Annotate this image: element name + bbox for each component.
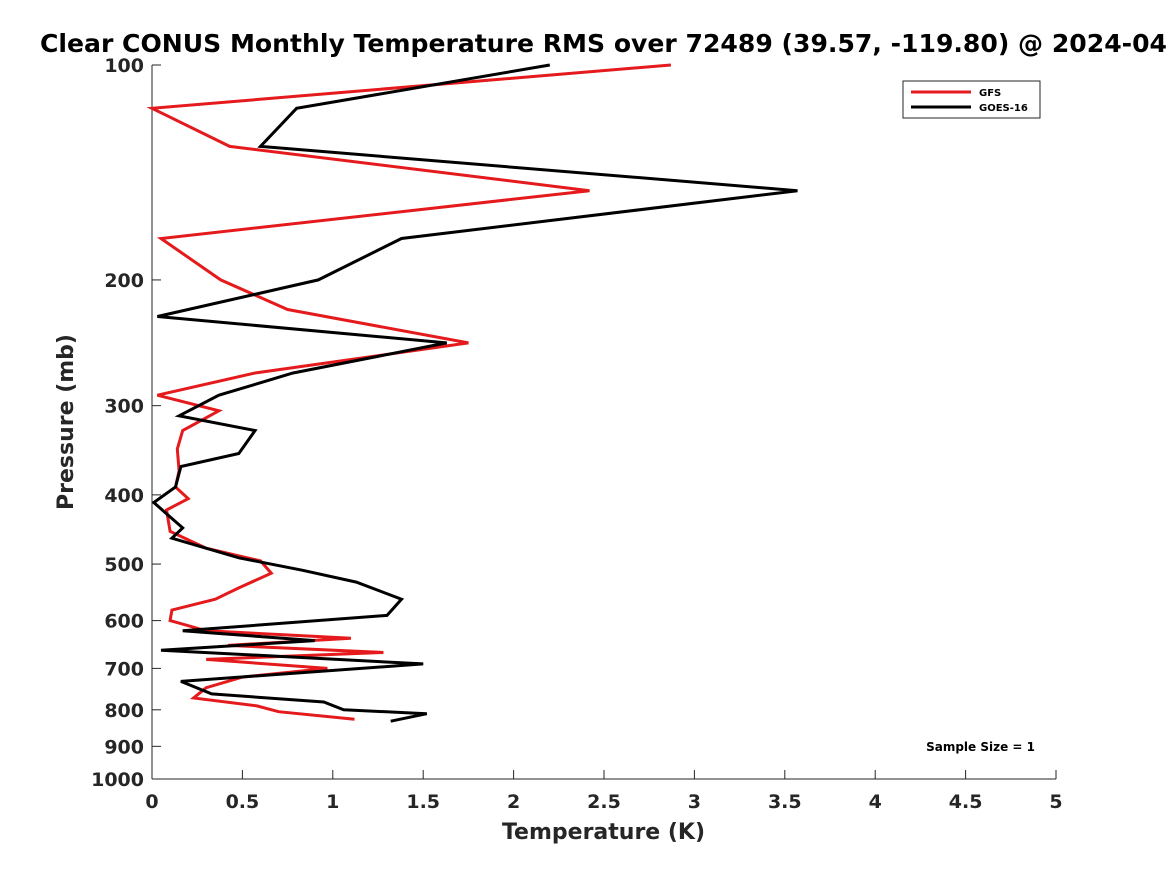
legend-label-gfs: GFS	[979, 88, 1001, 99]
y-tick-label: 500	[104, 554, 144, 576]
x-tick-label: 2	[507, 791, 520, 813]
x-tick-label: 1	[326, 791, 339, 813]
y-tick-label: 600	[104, 611, 144, 633]
series-line-goes-16	[151, 63, 798, 723]
x-tick-label: 0	[145, 791, 158, 813]
x-axis-label: Temperature (K)	[502, 820, 705, 845]
x-tick-label: 1.5	[406, 791, 440, 813]
chart-title: Clear CONUS Monthly Temperature RMS over…	[40, 29, 1167, 58]
legend-label-goes-16: GOES-16	[979, 103, 1028, 114]
x-tick-label: 3.5	[768, 791, 802, 813]
x-tick-label: 3	[688, 791, 701, 813]
sample-size-annotation: Sample Size = 1	[926, 740, 1035, 754]
y-tick-label: 300	[104, 396, 144, 418]
y-tick-label: 400	[104, 485, 144, 507]
x-tick-label: 5	[1049, 791, 1062, 813]
x-tick-label: 2.5	[587, 791, 621, 813]
x-tick-label: 4.5	[949, 791, 983, 813]
x-tick-label: 4	[869, 791, 882, 813]
axes: 0 0.5 1 1.5 2 2.5 3 3.5 4 4.5 5 100 200 300 400 500 600 7…	[91, 55, 1063, 813]
x-tick-label: 0.5	[226, 791, 260, 813]
y-tick-label: 1000	[91, 769, 144, 791]
y-tick-label: 800	[104, 700, 144, 722]
series-lines	[146, 63, 798, 723]
y-axis-label: Pressure (mb)	[54, 334, 79, 510]
y-tick-label: 200	[104, 270, 144, 292]
y-tick-label: 100	[104, 55, 144, 77]
legend: GFS GOES-16	[902, 80, 1041, 119]
y-tick-label: 700	[104, 658, 144, 680]
legend-box	[902, 80, 1041, 119]
y-tick-label: 900	[104, 736, 144, 758]
